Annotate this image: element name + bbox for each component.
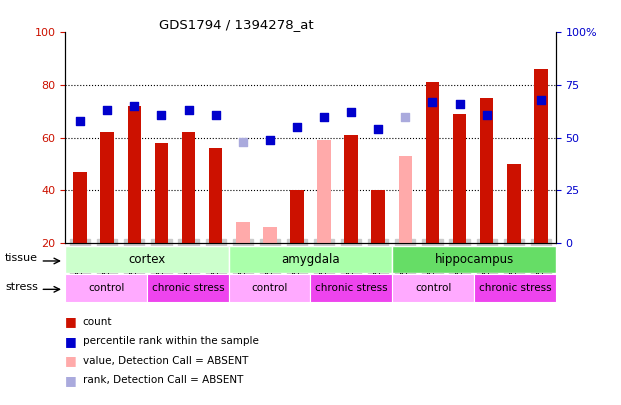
- Point: [482, 111, 492, 118]
- Point: [156, 111, 166, 118]
- Bar: [392, 246, 556, 273]
- Point: [238, 139, 248, 145]
- Bar: [345, 135, 358, 243]
- Bar: [65, 274, 147, 302]
- Text: rank, Detection Call = ABSENT: rank, Detection Call = ABSENT: [83, 375, 243, 385]
- Bar: [65, 246, 229, 273]
- Bar: [317, 140, 331, 243]
- Text: chronic stress: chronic stress: [479, 283, 551, 293]
- Point: [427, 99, 437, 105]
- Text: hippocampus: hippocampus: [435, 253, 514, 266]
- Text: ■: ■: [65, 354, 77, 367]
- Text: value, Detection Call = ABSENT: value, Detection Call = ABSENT: [83, 356, 248, 366]
- Bar: [534, 69, 548, 243]
- Bar: [182, 132, 196, 243]
- Bar: [209, 148, 222, 243]
- Point: [401, 113, 410, 120]
- Point: [265, 136, 275, 143]
- Bar: [480, 98, 494, 243]
- Point: [319, 113, 329, 120]
- Bar: [73, 172, 87, 243]
- Text: stress: stress: [5, 281, 38, 292]
- Point: [455, 101, 465, 107]
- Text: amygdala: amygdala: [281, 253, 340, 266]
- Point: [346, 109, 356, 116]
- Point: [75, 117, 85, 124]
- Bar: [147, 274, 229, 302]
- Bar: [371, 190, 385, 243]
- Text: GDS1794 / 1394278_at: GDS1794 / 1394278_at: [159, 18, 313, 31]
- Bar: [263, 227, 276, 243]
- Bar: [236, 222, 250, 243]
- Bar: [229, 246, 392, 273]
- Bar: [425, 83, 439, 243]
- Bar: [127, 106, 141, 243]
- Point: [129, 103, 139, 109]
- Text: ■: ■: [65, 374, 77, 387]
- Text: control: control: [88, 283, 124, 293]
- Bar: [290, 190, 304, 243]
- Text: cortex: cortex: [129, 253, 166, 266]
- Point: [373, 126, 383, 132]
- Point: [536, 96, 546, 103]
- Text: chronic stress: chronic stress: [152, 283, 224, 293]
- Point: [292, 124, 302, 130]
- Bar: [392, 274, 474, 302]
- Bar: [155, 143, 168, 243]
- Point: [102, 107, 112, 113]
- Text: count: count: [83, 317, 112, 327]
- Text: control: control: [415, 283, 451, 293]
- Point: [184, 107, 194, 113]
- Text: control: control: [252, 283, 288, 293]
- Bar: [474, 274, 556, 302]
- Bar: [507, 164, 520, 243]
- Text: chronic stress: chronic stress: [315, 283, 388, 293]
- Bar: [399, 156, 412, 243]
- Text: ■: ■: [65, 315, 77, 328]
- Bar: [310, 274, 392, 302]
- Bar: [229, 274, 310, 302]
- Point: [211, 111, 220, 118]
- Bar: [453, 114, 466, 243]
- Text: tissue: tissue: [5, 253, 39, 263]
- Bar: [101, 132, 114, 243]
- Text: ■: ■: [65, 335, 77, 348]
- Text: percentile rank within the sample: percentile rank within the sample: [83, 337, 258, 346]
